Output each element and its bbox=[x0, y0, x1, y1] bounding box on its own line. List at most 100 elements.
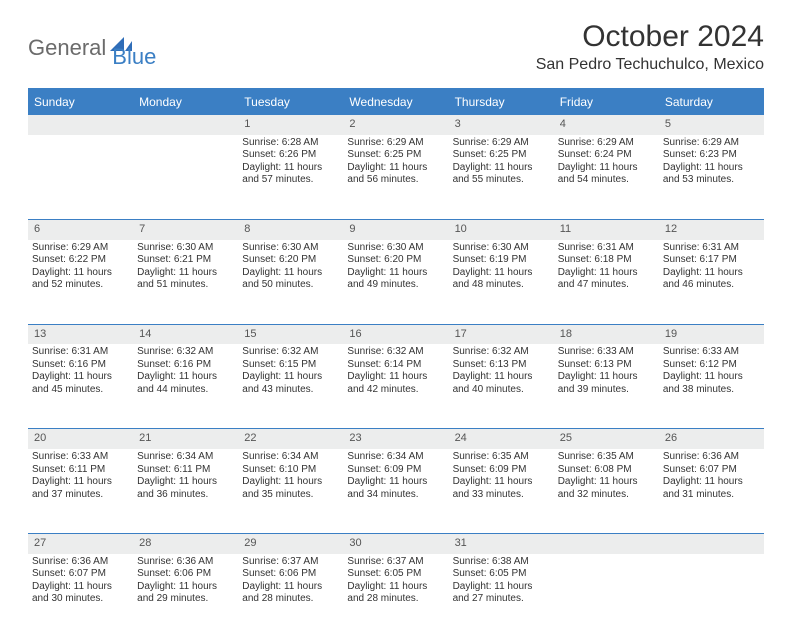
day-cell bbox=[133, 135, 238, 219]
daylight-text: Daylight: 11 hours and 37 minutes. bbox=[32, 476, 129, 501]
day-content-row: Sunrise: 6:28 AMSunset: 6:26 PMDaylight:… bbox=[28, 135, 764, 219]
day-cell: Sunrise: 6:36 AMSunset: 6:06 PMDaylight:… bbox=[133, 554, 238, 638]
sunrise-text: Sunrise: 6:29 AM bbox=[453, 137, 550, 150]
day-cell-header: 31 bbox=[449, 533, 554, 554]
day-cell: Sunrise: 6:31 AMSunset: 6:17 PMDaylight:… bbox=[659, 240, 764, 324]
day-cell-header: 28 bbox=[133, 533, 238, 554]
daynum-row: 2728293031 bbox=[28, 533, 764, 554]
weekday-header: Wednesday bbox=[343, 89, 448, 114]
sunrise-text: Sunrise: 6:30 AM bbox=[347, 242, 444, 255]
day-cell: Sunrise: 6:37 AMSunset: 6:05 PMDaylight:… bbox=[343, 554, 448, 638]
day-cell: Sunrise: 6:32 AMSunset: 6:16 PMDaylight:… bbox=[133, 344, 238, 428]
day-cell: Sunrise: 6:36 AMSunset: 6:07 PMDaylight:… bbox=[659, 449, 764, 533]
daylight-text: Daylight: 11 hours and 46 minutes. bbox=[663, 267, 760, 292]
day-cell: Sunrise: 6:34 AMSunset: 6:10 PMDaylight:… bbox=[238, 449, 343, 533]
daylight-text: Daylight: 11 hours and 32 minutes. bbox=[558, 476, 655, 501]
title-block: October 2024 San Pedro Techuchulco, Mexi… bbox=[536, 20, 764, 78]
sunrise-text: Sunrise: 6:33 AM bbox=[32, 451, 129, 464]
day-number: 5 bbox=[659, 114, 764, 135]
day-number: 20 bbox=[28, 428, 133, 449]
day-cell-header: 13 bbox=[28, 324, 133, 345]
daylight-text: Daylight: 11 hours and 36 minutes. bbox=[137, 476, 234, 501]
day-cell-header: 7 bbox=[133, 219, 238, 240]
day-number: 27 bbox=[28, 533, 133, 554]
day-cell-header: 15 bbox=[238, 324, 343, 345]
day-number: 1 bbox=[238, 114, 343, 135]
day-cell: Sunrise: 6:34 AMSunset: 6:09 PMDaylight:… bbox=[343, 449, 448, 533]
day-cell-header: 20 bbox=[28, 428, 133, 449]
sunrise-text: Sunrise: 6:36 AM bbox=[663, 451, 760, 464]
day-cell-header: 10 bbox=[449, 219, 554, 240]
day-cell: Sunrise: 6:32 AMSunset: 6:15 PMDaylight:… bbox=[238, 344, 343, 428]
day-number bbox=[659, 533, 764, 554]
sunrise-text: Sunrise: 6:31 AM bbox=[663, 242, 760, 255]
day-cell: Sunrise: 6:33 AMSunset: 6:13 PMDaylight:… bbox=[554, 344, 659, 428]
sunset-text: Sunset: 6:13 PM bbox=[558, 359, 655, 372]
sunrise-text: Sunrise: 6:34 AM bbox=[242, 451, 339, 464]
daylight-text: Daylight: 11 hours and 56 minutes. bbox=[347, 162, 444, 187]
sunset-text: Sunset: 6:05 PM bbox=[347, 568, 444, 581]
day-number: 25 bbox=[554, 428, 659, 449]
sunset-text: Sunset: 6:17 PM bbox=[663, 254, 760, 267]
sunrise-text: Sunrise: 6:30 AM bbox=[453, 242, 550, 255]
weekday-header-row: Sunday Monday Tuesday Wednesday Thursday… bbox=[28, 89, 764, 114]
weekday-header: Tuesday bbox=[238, 89, 343, 114]
sunset-text: Sunset: 6:24 PM bbox=[558, 149, 655, 162]
day-cell: Sunrise: 6:35 AMSunset: 6:09 PMDaylight:… bbox=[449, 449, 554, 533]
day-cell: Sunrise: 6:36 AMSunset: 6:07 PMDaylight:… bbox=[28, 554, 133, 638]
sunrise-text: Sunrise: 6:31 AM bbox=[32, 346, 129, 359]
daylight-text: Daylight: 11 hours and 27 minutes. bbox=[453, 581, 550, 606]
sunrise-text: Sunrise: 6:29 AM bbox=[347, 137, 444, 150]
day-cell: Sunrise: 6:29 AMSunset: 6:24 PMDaylight:… bbox=[554, 135, 659, 219]
logo-text-blue: Blue bbox=[112, 44, 156, 70]
sunrise-text: Sunrise: 6:36 AM bbox=[137, 556, 234, 569]
day-cell: Sunrise: 6:31 AMSunset: 6:18 PMDaylight:… bbox=[554, 240, 659, 324]
day-cell-header: 24 bbox=[449, 428, 554, 449]
day-cell bbox=[28, 135, 133, 219]
daylight-text: Daylight: 11 hours and 47 minutes. bbox=[558, 267, 655, 292]
sunset-text: Sunset: 6:13 PM bbox=[453, 359, 550, 372]
daylight-text: Daylight: 11 hours and 55 minutes. bbox=[453, 162, 550, 187]
day-cell-header: 11 bbox=[554, 219, 659, 240]
daylight-text: Daylight: 11 hours and 35 minutes. bbox=[242, 476, 339, 501]
day-cell: Sunrise: 6:30 AMSunset: 6:21 PMDaylight:… bbox=[133, 240, 238, 324]
day-cell-header: 21 bbox=[133, 428, 238, 449]
day-number: 3 bbox=[449, 114, 554, 135]
day-number: 21 bbox=[133, 428, 238, 449]
day-cell: Sunrise: 6:29 AMSunset: 6:22 PMDaylight:… bbox=[28, 240, 133, 324]
daylight-text: Daylight: 11 hours and 38 minutes. bbox=[663, 371, 760, 396]
weekday-header: Monday bbox=[133, 89, 238, 114]
day-cell: Sunrise: 6:31 AMSunset: 6:16 PMDaylight:… bbox=[28, 344, 133, 428]
day-cell: Sunrise: 6:33 AMSunset: 6:11 PMDaylight:… bbox=[28, 449, 133, 533]
daylight-text: Daylight: 11 hours and 42 minutes. bbox=[347, 371, 444, 396]
sunset-text: Sunset: 6:22 PM bbox=[32, 254, 129, 267]
sunset-text: Sunset: 6:09 PM bbox=[347, 464, 444, 477]
calendar-body: 12345Sunrise: 6:28 AMSunset: 6:26 PMDayl… bbox=[28, 114, 764, 638]
day-cell: Sunrise: 6:30 AMSunset: 6:20 PMDaylight:… bbox=[343, 240, 448, 324]
day-number bbox=[28, 114, 133, 135]
sunset-text: Sunset: 6:18 PM bbox=[558, 254, 655, 267]
weekday-header: Sunday bbox=[28, 89, 133, 114]
day-number: 13 bbox=[28, 324, 133, 345]
day-cell-header: 22 bbox=[238, 428, 343, 449]
sunrise-text: Sunrise: 6:30 AM bbox=[137, 242, 234, 255]
daynum-row: 20212223242526 bbox=[28, 428, 764, 449]
day-number: 23 bbox=[343, 428, 448, 449]
day-number: 24 bbox=[449, 428, 554, 449]
daylight-text: Daylight: 11 hours and 39 minutes. bbox=[558, 371, 655, 396]
day-number: 30 bbox=[343, 533, 448, 554]
day-content-row: Sunrise: 6:31 AMSunset: 6:16 PMDaylight:… bbox=[28, 344, 764, 428]
daylight-text: Daylight: 11 hours and 43 minutes. bbox=[242, 371, 339, 396]
day-number: 26 bbox=[659, 428, 764, 449]
day-number bbox=[133, 114, 238, 135]
day-number: 18 bbox=[554, 324, 659, 345]
day-number: 31 bbox=[449, 533, 554, 554]
day-number: 16 bbox=[343, 324, 448, 345]
sunset-text: Sunset: 6:25 PM bbox=[453, 149, 550, 162]
sunset-text: Sunset: 6:09 PM bbox=[453, 464, 550, 477]
day-cell-header: 25 bbox=[554, 428, 659, 449]
day-cell-header: 8 bbox=[238, 219, 343, 240]
day-number: 28 bbox=[133, 533, 238, 554]
daylight-text: Daylight: 11 hours and 52 minutes. bbox=[32, 267, 129, 292]
day-cell: Sunrise: 6:38 AMSunset: 6:05 PMDaylight:… bbox=[449, 554, 554, 638]
